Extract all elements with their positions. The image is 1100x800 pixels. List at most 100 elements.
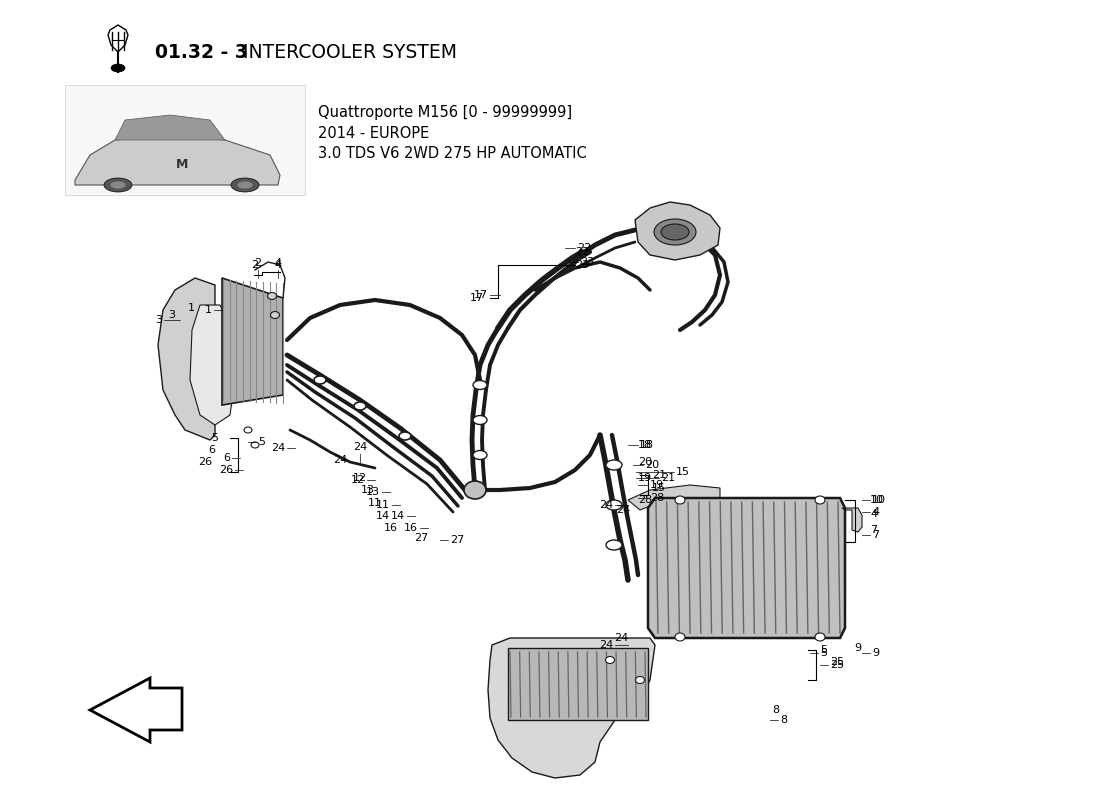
Text: 24: 24 (598, 500, 613, 510)
Ellipse shape (473, 415, 487, 425)
Ellipse shape (675, 496, 685, 504)
Text: 22: 22 (575, 247, 590, 257)
Text: 24: 24 (271, 443, 285, 453)
Text: 19: 19 (650, 480, 664, 490)
Text: 1: 1 (188, 303, 195, 313)
Ellipse shape (606, 500, 621, 510)
Ellipse shape (606, 540, 621, 550)
Polygon shape (842, 508, 862, 532)
Text: 1: 1 (205, 305, 212, 315)
Text: 17: 17 (474, 290, 488, 300)
Ellipse shape (675, 633, 685, 641)
Text: 2014 - EUROPE: 2014 - EUROPE (318, 126, 429, 141)
Text: 20: 20 (638, 457, 652, 467)
Text: 10: 10 (870, 495, 884, 505)
Text: 5: 5 (820, 645, 827, 655)
Text: 7: 7 (870, 525, 877, 535)
Text: 4: 4 (870, 509, 877, 519)
Text: 01.32 - 3: 01.32 - 3 (155, 42, 248, 62)
Ellipse shape (231, 178, 258, 192)
Ellipse shape (815, 496, 825, 504)
Polygon shape (488, 638, 654, 778)
Text: 15: 15 (652, 483, 666, 493)
Ellipse shape (473, 381, 487, 390)
Text: INTERCOOLER SYSTEM: INTERCOOLER SYSTEM (236, 42, 456, 62)
Text: 14: 14 (376, 511, 390, 521)
Ellipse shape (271, 311, 279, 318)
Text: 10: 10 (872, 495, 886, 505)
Text: 21: 21 (652, 470, 667, 480)
Text: 7: 7 (872, 530, 879, 540)
Text: 2: 2 (254, 258, 262, 268)
Ellipse shape (314, 376, 326, 384)
Text: 11: 11 (376, 500, 390, 510)
Text: 5: 5 (211, 433, 218, 443)
Text: 25: 25 (830, 660, 844, 670)
Text: 20: 20 (645, 460, 659, 470)
Ellipse shape (267, 293, 276, 299)
Text: 4: 4 (274, 258, 282, 268)
Polygon shape (648, 498, 845, 638)
Polygon shape (628, 485, 720, 510)
Ellipse shape (104, 178, 132, 192)
Text: 24: 24 (353, 442, 367, 452)
Ellipse shape (251, 442, 258, 448)
Text: 18: 18 (640, 440, 654, 450)
Text: 2: 2 (252, 260, 258, 270)
Polygon shape (508, 648, 648, 720)
Text: 14: 14 (390, 511, 405, 521)
Text: 23: 23 (580, 257, 594, 267)
Bar (65, 85, 305, 195)
Text: 13: 13 (366, 487, 379, 497)
Text: 3: 3 (168, 310, 175, 320)
Ellipse shape (236, 181, 253, 189)
Text: 13: 13 (361, 485, 375, 495)
Text: 16: 16 (384, 523, 398, 533)
Text: Quattroporte M156 [0 - 99999999]: Quattroporte M156 [0 - 99999999] (318, 106, 572, 121)
Ellipse shape (399, 432, 411, 440)
Text: 9: 9 (854, 643, 861, 653)
Text: 19: 19 (638, 473, 652, 483)
Text: 12: 12 (353, 473, 367, 483)
Text: 22: 22 (578, 243, 592, 253)
Text: 3: 3 (155, 315, 162, 325)
Ellipse shape (605, 657, 615, 663)
Ellipse shape (244, 427, 252, 433)
Text: 8: 8 (780, 715, 788, 725)
Text: M: M (176, 158, 188, 171)
Ellipse shape (354, 402, 366, 410)
Polygon shape (635, 202, 720, 260)
Text: 5: 5 (258, 437, 265, 447)
Text: 27: 27 (414, 533, 428, 543)
Text: 27: 27 (450, 535, 464, 545)
Text: 24: 24 (333, 455, 348, 465)
Polygon shape (190, 305, 235, 425)
Text: 17: 17 (470, 293, 484, 303)
Text: 24: 24 (614, 633, 628, 643)
Text: 21: 21 (661, 473, 675, 483)
Text: 23: 23 (575, 260, 590, 270)
Polygon shape (90, 678, 182, 742)
Polygon shape (108, 25, 128, 52)
Ellipse shape (110, 181, 126, 189)
Ellipse shape (815, 633, 825, 641)
Text: 6: 6 (223, 453, 230, 463)
Ellipse shape (606, 460, 621, 470)
Text: 18: 18 (638, 440, 652, 450)
Ellipse shape (636, 677, 645, 683)
Text: 25: 25 (830, 657, 844, 667)
Ellipse shape (654, 219, 696, 245)
Text: 11: 11 (368, 498, 382, 508)
Text: 26: 26 (219, 465, 233, 475)
Text: 6: 6 (208, 445, 214, 455)
Polygon shape (75, 135, 280, 185)
Text: 28: 28 (638, 495, 652, 505)
Text: 9: 9 (872, 648, 879, 658)
Text: 3.0 TDS V6 2WD 275 HP AUTOMATIC: 3.0 TDS V6 2WD 275 HP AUTOMATIC (318, 146, 586, 161)
Ellipse shape (473, 450, 487, 459)
Polygon shape (116, 115, 226, 140)
Text: 4: 4 (274, 260, 282, 270)
Polygon shape (158, 278, 214, 440)
Text: 16: 16 (404, 523, 418, 533)
Ellipse shape (464, 481, 486, 499)
